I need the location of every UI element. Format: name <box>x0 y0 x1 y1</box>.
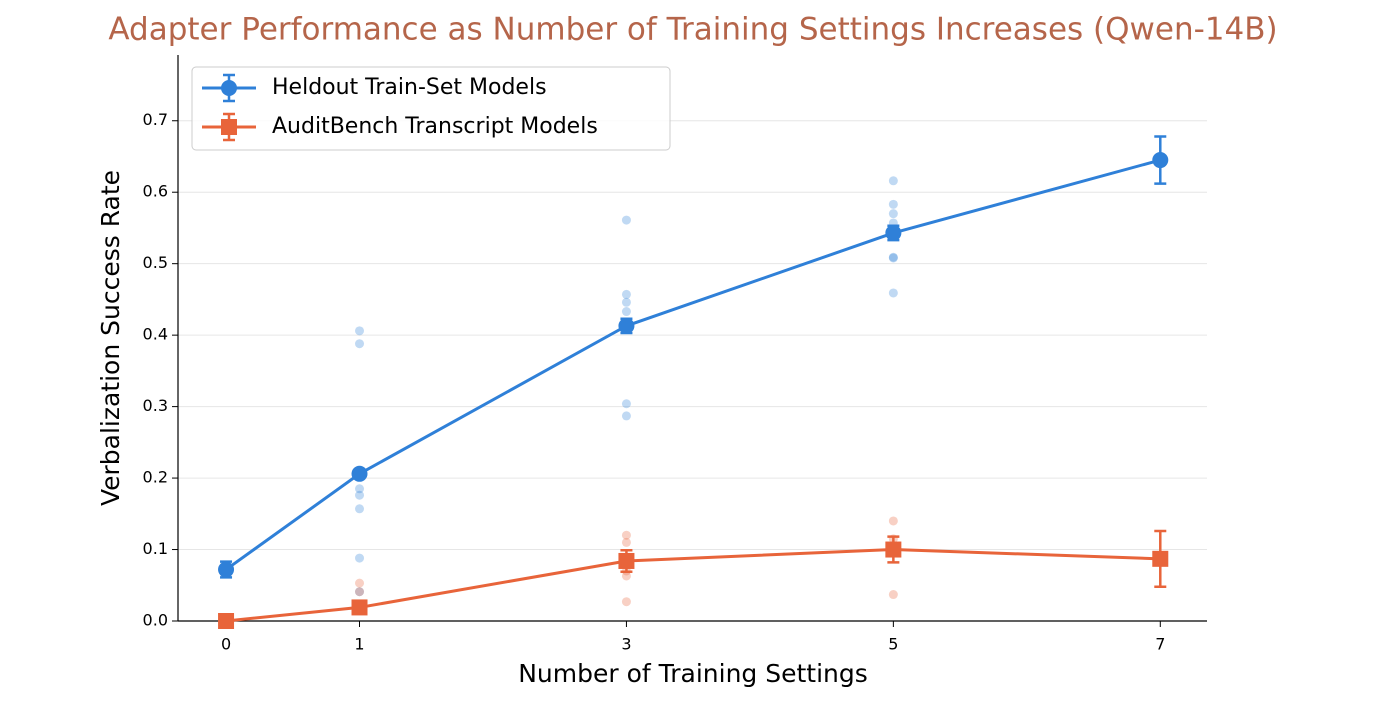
x-axis-label: Number of Training Settings <box>518 659 868 688</box>
y-tick-label: 0.6 <box>143 182 168 201</box>
individual-point <box>355 490 365 500</box>
marker <box>1152 152 1169 169</box>
marker <box>351 465 368 482</box>
individual-point <box>621 399 631 409</box>
individual-point <box>621 571 631 581</box>
marker <box>1152 550 1169 567</box>
y-tick-label: 0.4 <box>143 325 168 344</box>
y-tick-label: 0.1 <box>143 539 168 558</box>
individual-point <box>888 516 898 526</box>
individual-point <box>355 587 365 597</box>
individual-point <box>888 590 898 600</box>
y-tick-label: 0.7 <box>143 110 168 129</box>
individual-point <box>355 326 365 336</box>
individual-point <box>355 339 365 349</box>
y-tick-label: 0.0 <box>143 611 168 630</box>
marker <box>618 317 635 334</box>
legend-label: AuditBench Transcript Models <box>272 114 598 139</box>
x-tick-label: 7 <box>1155 635 1165 654</box>
individual-point <box>621 215 631 225</box>
x-tick-label: 1 <box>354 635 364 654</box>
x-tick-label: 5 <box>888 635 898 654</box>
individual-point <box>888 253 898 263</box>
y-tick-label: 0.5 <box>143 253 168 272</box>
chart-title: Adapter Performance as Number of Trainin… <box>108 12 1277 48</box>
marker <box>885 541 902 558</box>
y-tick-label: 0.3 <box>143 396 168 415</box>
individual-point <box>888 209 898 219</box>
individual-point <box>621 307 631 317</box>
marker <box>618 552 635 569</box>
marker <box>218 561 235 578</box>
individual-point <box>621 530 631 540</box>
x-tick-label: 0 <box>221 635 231 654</box>
individual-point <box>621 597 631 607</box>
individual-point <box>355 484 365 494</box>
marker <box>351 599 368 616</box>
legend-box <box>191 66 671 151</box>
individual-point <box>888 252 898 262</box>
legend-label: Heldout Train-Set Models <box>272 75 547 100</box>
marker <box>218 613 235 629</box>
individual-point <box>621 289 631 299</box>
individual-point <box>888 176 898 186</box>
individual-point <box>621 297 631 307</box>
individual-point <box>621 537 631 547</box>
legend-marker <box>221 119 237 135</box>
y-axis-label: Verbalization Success Rate <box>96 170 125 506</box>
x-tick-label: 3 <box>621 635 631 654</box>
individual-point <box>355 587 365 597</box>
marker <box>885 224 902 241</box>
individual-point <box>621 411 631 421</box>
individual-point <box>355 504 365 514</box>
series-line <box>225 158 1161 571</box>
individual-point <box>355 553 365 563</box>
individual-point <box>888 199 898 209</box>
y-tick-label: 0.2 <box>143 468 168 487</box>
individual-point <box>888 288 898 298</box>
legend-marker <box>221 80 237 96</box>
individual-point <box>355 578 365 588</box>
